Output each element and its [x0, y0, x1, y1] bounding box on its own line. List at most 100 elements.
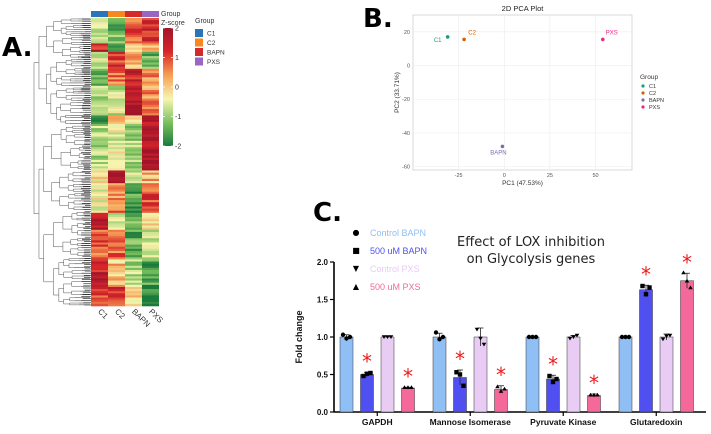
heatmap-cell — [91, 22, 108, 25]
pca-plot-area — [412, 14, 633, 171]
heatmap-cell — [91, 240, 108, 243]
heatmap-cell — [91, 117, 108, 120]
heatmap-cell — [108, 147, 125, 150]
data-point — [344, 336, 349, 341]
heatmap-cell — [91, 26, 108, 29]
heatmap-cell — [108, 217, 125, 220]
heatmap-cell — [125, 193, 142, 197]
heatmap-cell — [91, 200, 108, 203]
heatmap-cell — [91, 301, 108, 305]
heatmap-cell — [125, 270, 142, 273]
heatmap-cell — [142, 113, 159, 116]
group-legend-label: C1 — [207, 31, 216, 38]
heatmap-cell — [91, 191, 108, 195]
bar-ytick-label: 0.5 — [317, 371, 329, 380]
significance-asterisk: * — [589, 371, 599, 395]
heatmap-cell — [125, 227, 142, 231]
heatmap-cell — [142, 119, 159, 123]
pca-point-label: C1 — [434, 38, 442, 44]
heatmap-cell — [142, 265, 159, 269]
data-point — [623, 334, 628, 340]
heatmap-cell — [108, 301, 125, 305]
heatmap-cell — [108, 56, 125, 59]
heatmap-cell — [142, 289, 159, 292]
heatmap-cell — [108, 255, 125, 258]
pca-point — [601, 37, 605, 42]
heatmap-cell — [91, 195, 108, 199]
dendrogram-branch — [73, 25, 81, 28]
heatmap-cell — [91, 253, 108, 256]
dendrogram-branch — [68, 263, 75, 268]
heatmap-cell — [142, 20, 159, 23]
column-group-annotation — [125, 11, 142, 17]
heatmap-cell — [125, 75, 142, 78]
data-point — [688, 285, 693, 290]
heatmap-cell — [125, 134, 142, 137]
heatmap-cell — [91, 96, 108, 99]
heatmap-cell — [91, 51, 108, 55]
heatmap-cell — [125, 181, 142, 184]
heatmap-cell — [125, 286, 142, 290]
dendrogram-branch — [74, 140, 85, 145]
heatmap-cell — [142, 162, 159, 165]
dendrogram-branch — [60, 129, 67, 140]
heatmap-cell — [142, 142, 159, 146]
heatmap-cell — [142, 145, 159, 148]
heatmap-cell — [125, 297, 142, 300]
heatmap-cell — [91, 151, 108, 154]
heatmap-cell — [142, 70, 159, 74]
dendrogram-branch — [58, 262, 64, 275]
heatmap-cell — [142, 227, 159, 231]
heatmap-cell — [125, 77, 142, 80]
data-point — [340, 332, 346, 337]
data-point — [684, 278, 690, 283]
heatmap-cell — [142, 104, 159, 108]
heatmap-cell — [91, 28, 108, 32]
heatmap-cell — [108, 102, 125, 106]
heatmap-cell — [108, 132, 125, 135]
dendrogram-branch — [65, 26, 74, 31]
heatmap-cell — [108, 98, 125, 101]
heatmap-cell — [108, 96, 125, 99]
heatmap-cell — [91, 276, 108, 279]
data-point — [498, 389, 504, 393]
bar-legend-marker: ▲ — [353, 282, 360, 291]
heatmap-cell — [125, 164, 142, 167]
dendrogram-branch — [43, 234, 54, 283]
heatmap-cell — [108, 109, 125, 112]
heatmap-cell — [91, 64, 108, 68]
heatmap-cell — [91, 181, 108, 184]
heatmap-cell — [91, 37, 108, 40]
heatmap-cell — [91, 231, 108, 235]
pca-ytick-label: -40 — [402, 131, 410, 137]
dendrogram-branch — [60, 27, 67, 34]
dendrogram-branch — [70, 54, 79, 58]
heatmap-cell — [91, 227, 108, 231]
heatmap-cell — [142, 223, 159, 226]
heatmap-cell — [142, 157, 159, 161]
heatmap-cell — [125, 183, 142, 186]
data-point — [405, 385, 411, 390]
heatmap-cell — [142, 79, 159, 82]
heatmap-cell — [91, 172, 108, 176]
heatmap-cell — [125, 123, 142, 127]
heatmap-cell — [125, 68, 142, 72]
data-point — [502, 386, 507, 391]
heatmap-cell — [142, 236, 159, 239]
heatmap-cell — [125, 255, 142, 258]
heatmap-cell — [125, 248, 142, 252]
heatmap-cell — [108, 28, 125, 32]
heatmap-cell — [125, 208, 142, 212]
heatmap-cell — [91, 229, 108, 233]
dendrogram-branch — [60, 103, 71, 111]
dendrogram-branch — [72, 130, 81, 133]
colorbar-tick-label: -1 — [175, 114, 181, 121]
heatmap-cell — [91, 115, 108, 118]
heatmap-cell — [142, 172, 159, 176]
dendrogram-branch — [73, 188, 81, 192]
heatmap-cell — [125, 43, 142, 46]
heatmap-cell — [125, 198, 142, 201]
heatmap-cell — [142, 210, 159, 214]
dendrogram-branch — [46, 73, 51, 104]
data-point — [474, 327, 480, 332]
